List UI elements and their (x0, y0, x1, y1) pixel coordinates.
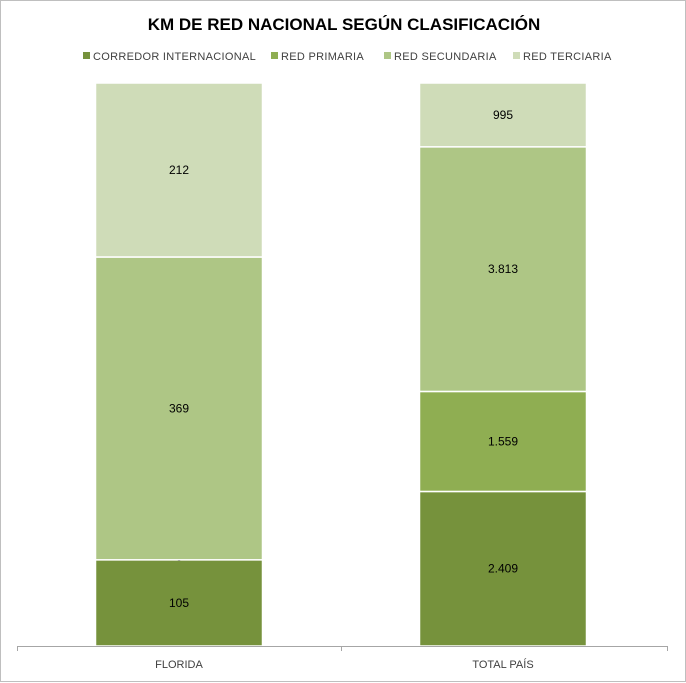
bar-florida-corredor-internacional (94, 559, 264, 647)
data-label-florida-red-secundaria: 369 (169, 401, 189, 415)
data-label-total-pais-red-secundaria: 3.813 (488, 262, 518, 276)
category-label-florida: FLORIDA (155, 659, 203, 671)
data-label-florida-red-terciaria: 212 (169, 163, 189, 177)
bar-florida-red-secundaria (94, 256, 264, 561)
legend-label-corredor-internacional: CORREDOR INTERNACIONAL (93, 51, 256, 63)
data-label-total-pais-red-primaria: 1.559 (488, 434, 518, 448)
data-label-florida-corredor-internacional: 105 (169, 596, 189, 610)
bar-total-pais-red-secundaria (418, 146, 588, 393)
bar-florida-red-terciaria (94, 82, 264, 258)
bar-total-pais-red-terciaria (418, 82, 588, 148)
legend-swatch-corredor-internacional (83, 52, 90, 59)
legend-swatch-red-terciaria (513, 52, 520, 59)
legend: CORREDOR INTERNACIONAL RED PRIMARIA RED SE… (83, 51, 612, 63)
chart-title: KM DE RED NACIONAL SEGÚN CLASIFICACIÓN (148, 15, 541, 34)
legend-label-red-primaria: RED PRIMARIA (281, 51, 364, 63)
category-label-total-pais: TOTAL PAÍS (472, 658, 533, 671)
data-label-total-pais-red-terciaria: 995 (493, 108, 513, 122)
legend-label-red-secundaria: RED SECUNDARIA (394, 51, 497, 63)
legend-swatch-red-primaria (271, 52, 278, 59)
legend-swatch-red-secundaria (384, 52, 391, 59)
x-axis: FLORIDA TOTAL PAÍS (17, 646, 668, 671)
data-label-total-pais-corredor-internacional: 2.409 (488, 562, 518, 576)
legend-label-red-terciaria: RED TERCIARIA (523, 51, 612, 63)
bar-total-pais-red-primaria (418, 390, 588, 493)
